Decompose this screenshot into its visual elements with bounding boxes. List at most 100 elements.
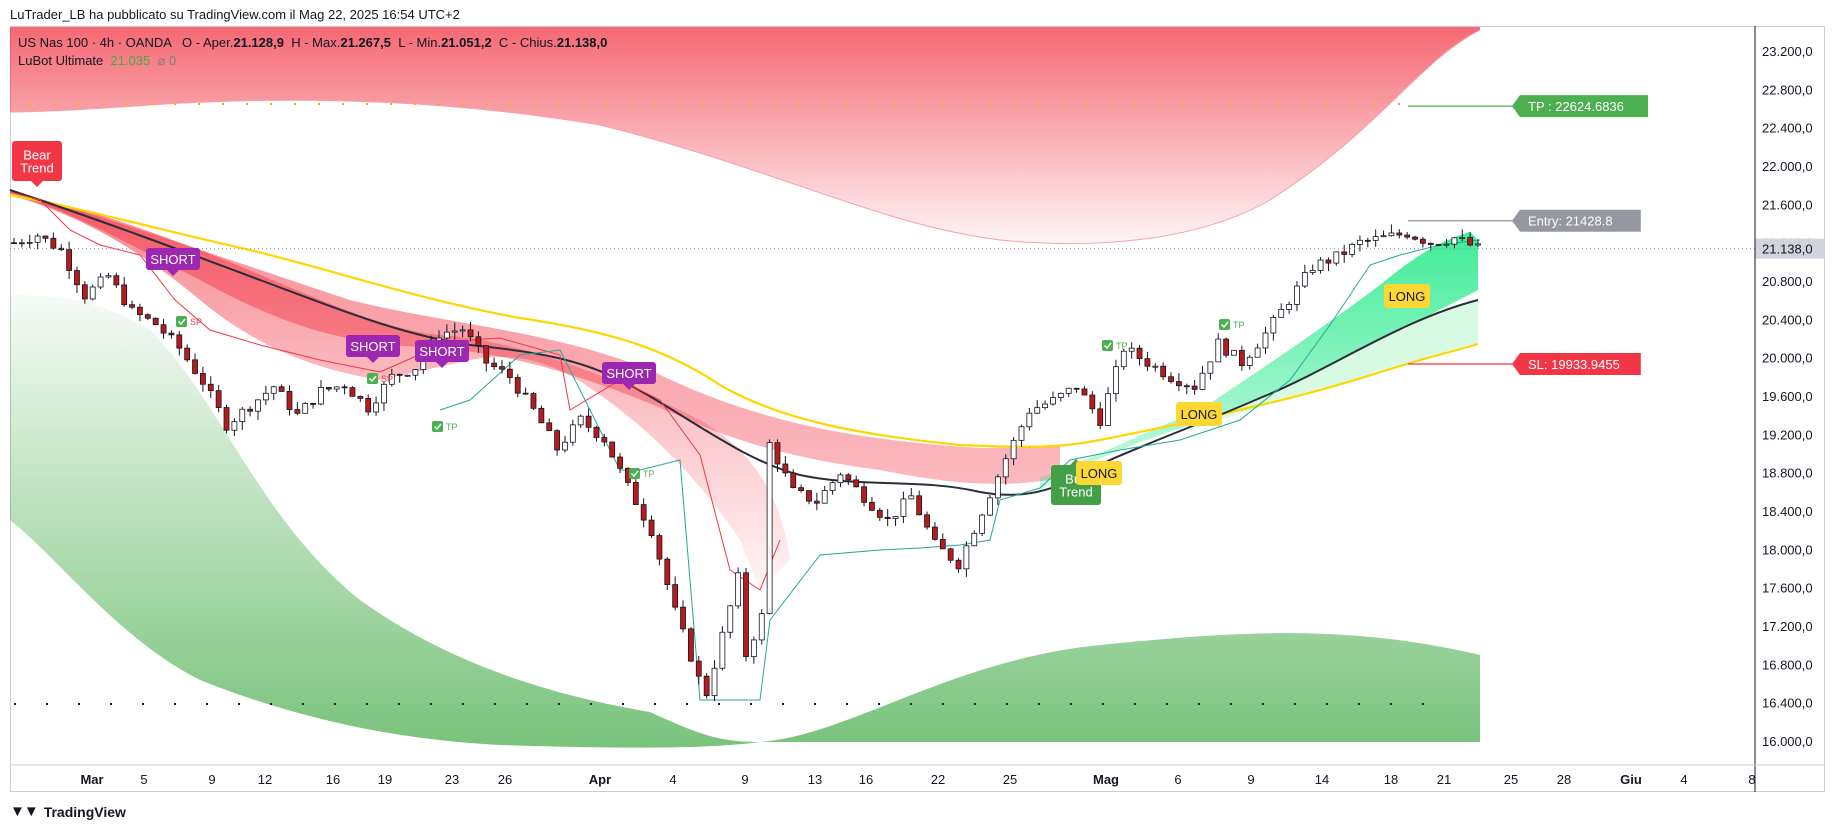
candle — [939, 533, 946, 550]
candle — [908, 487, 915, 500]
candle — [499, 359, 505, 374]
candle — [774, 439, 781, 472]
candle — [1333, 251, 1340, 266]
candle — [278, 384, 285, 392]
candle — [1467, 232, 1474, 247]
candle — [1349, 242, 1355, 258]
candle — [758, 609, 765, 645]
ema-yellow-line — [9, 193, 1479, 448]
indicator-name[interactable]: LuBot Ultimate — [18, 53, 104, 68]
price-axis[interactable]: 23.200,0 22.800,0 22.400,0 22.000,0 21.600,0… — [10, 26, 1825, 792]
candle — [1341, 244, 1348, 263]
candle — [1010, 437, 1017, 466]
time-tick-label: 13 — [808, 772, 822, 787]
candle — [994, 474, 1001, 505]
price-tick-label: 17.600,0 — [1762, 581, 1813, 596]
short-label: SHORT — [415, 340, 469, 368]
candle — [1183, 383, 1190, 395]
tp-marker-text: TP — [1233, 320, 1245, 330]
sl-level-badge — [1512, 352, 1641, 375]
candle — [1057, 392, 1064, 402]
candle — [184, 344, 191, 363]
sp-marker-text: SP — [190, 317, 202, 327]
candle — [593, 425, 600, 442]
price-tick-label: 20.800,0 — [1762, 274, 1813, 289]
candle — [522, 387, 529, 395]
entry-level-label: Entry: 21428.8 — [1528, 214, 1613, 229]
candle — [294, 402, 301, 416]
candle — [1459, 229, 1466, 242]
candle — [1443, 239, 1450, 248]
candle — [1278, 303, 1285, 318]
candle — [121, 276, 128, 307]
price-tick-label: 18.400,0 — [1762, 504, 1813, 519]
candle — [703, 673, 710, 699]
lower-green-envelope — [10, 295, 1480, 748]
open-label: O — [182, 35, 193, 50]
long-label-text: LONG — [1081, 466, 1118, 481]
time-tick-label: 28 — [1557, 772, 1571, 787]
short-label-text: SHORT — [150, 252, 195, 267]
candle — [1451, 237, 1458, 250]
long-label: LONG — [1384, 284, 1430, 308]
time-tick-label: 8 — [1748, 772, 1755, 787]
candle — [1128, 342, 1135, 359]
short-label-text: SHORT — [350, 339, 395, 354]
time-tick-label: 6 — [1174, 772, 1181, 787]
sl-level-label: SL: 19933.9455 — [1528, 357, 1620, 372]
time-tick-label: Mag — [1093, 772, 1119, 787]
indicator-extra: ⌀ 0 — [157, 53, 177, 68]
candle — [924, 511, 930, 530]
candle — [1018, 424, 1025, 448]
candle — [1191, 379, 1198, 395]
tp-marker: TP — [629, 468, 655, 479]
candle — [1065, 387, 1072, 397]
candle — [932, 521, 938, 541]
candle — [1238, 345, 1245, 371]
low-label: L — [398, 35, 405, 50]
time-tick-label: 12 — [258, 772, 272, 787]
candle — [255, 399, 261, 420]
candle — [341, 384, 348, 395]
indicator-value: 21.035 — [110, 53, 151, 68]
symbol-label[interactable]: US Nas 100 · 4h · OANDA — [18, 35, 172, 50]
candle — [58, 244, 65, 252]
time-tick-label: 14 — [1315, 772, 1329, 787]
price-tick-label: 16.800,0 — [1762, 657, 1813, 672]
candle — [365, 394, 372, 416]
price-tick-label: 19.600,0 — [1762, 389, 1813, 404]
candle — [129, 300, 135, 310]
candle — [18, 238, 25, 248]
candle — [42, 235, 49, 243]
candle — [695, 656, 702, 685]
red-cloud — [10, 190, 1060, 484]
candle — [349, 386, 356, 397]
candle — [766, 439, 773, 615]
candle — [1388, 224, 1395, 237]
candle — [656, 533, 663, 566]
price-tick-label: 20.400,0 — [1762, 312, 1813, 327]
tp-marker-text: TP — [1116, 341, 1128, 351]
candle — [1073, 387, 1080, 393]
candle — [318, 380, 324, 406]
time-tick-label: 4 — [1680, 772, 1687, 787]
candle — [916, 490, 923, 516]
candle — [137, 303, 143, 322]
candle — [813, 492, 820, 511]
candle — [806, 490, 812, 505]
tp-marker-text: TP — [643, 469, 655, 479]
candle — [1089, 391, 1096, 414]
time-tick-label: Apr — [589, 772, 611, 787]
red-trail-fill — [10, 195, 790, 590]
candle — [1034, 400, 1041, 415]
candle — [1199, 365, 1206, 391]
candle — [1231, 349, 1237, 356]
candle — [727, 604, 734, 639]
time-tick-label: Giu — [1620, 772, 1642, 787]
time-axis[interactable]: Mar 5 9 12 16 19 23 26 Apr 4 9 13 16 22 25 Mag 6 9 14 18 21 2… — [10, 764, 1825, 787]
candle — [530, 392, 537, 411]
candle — [160, 318, 167, 339]
close-label: C — [498, 35, 509, 50]
